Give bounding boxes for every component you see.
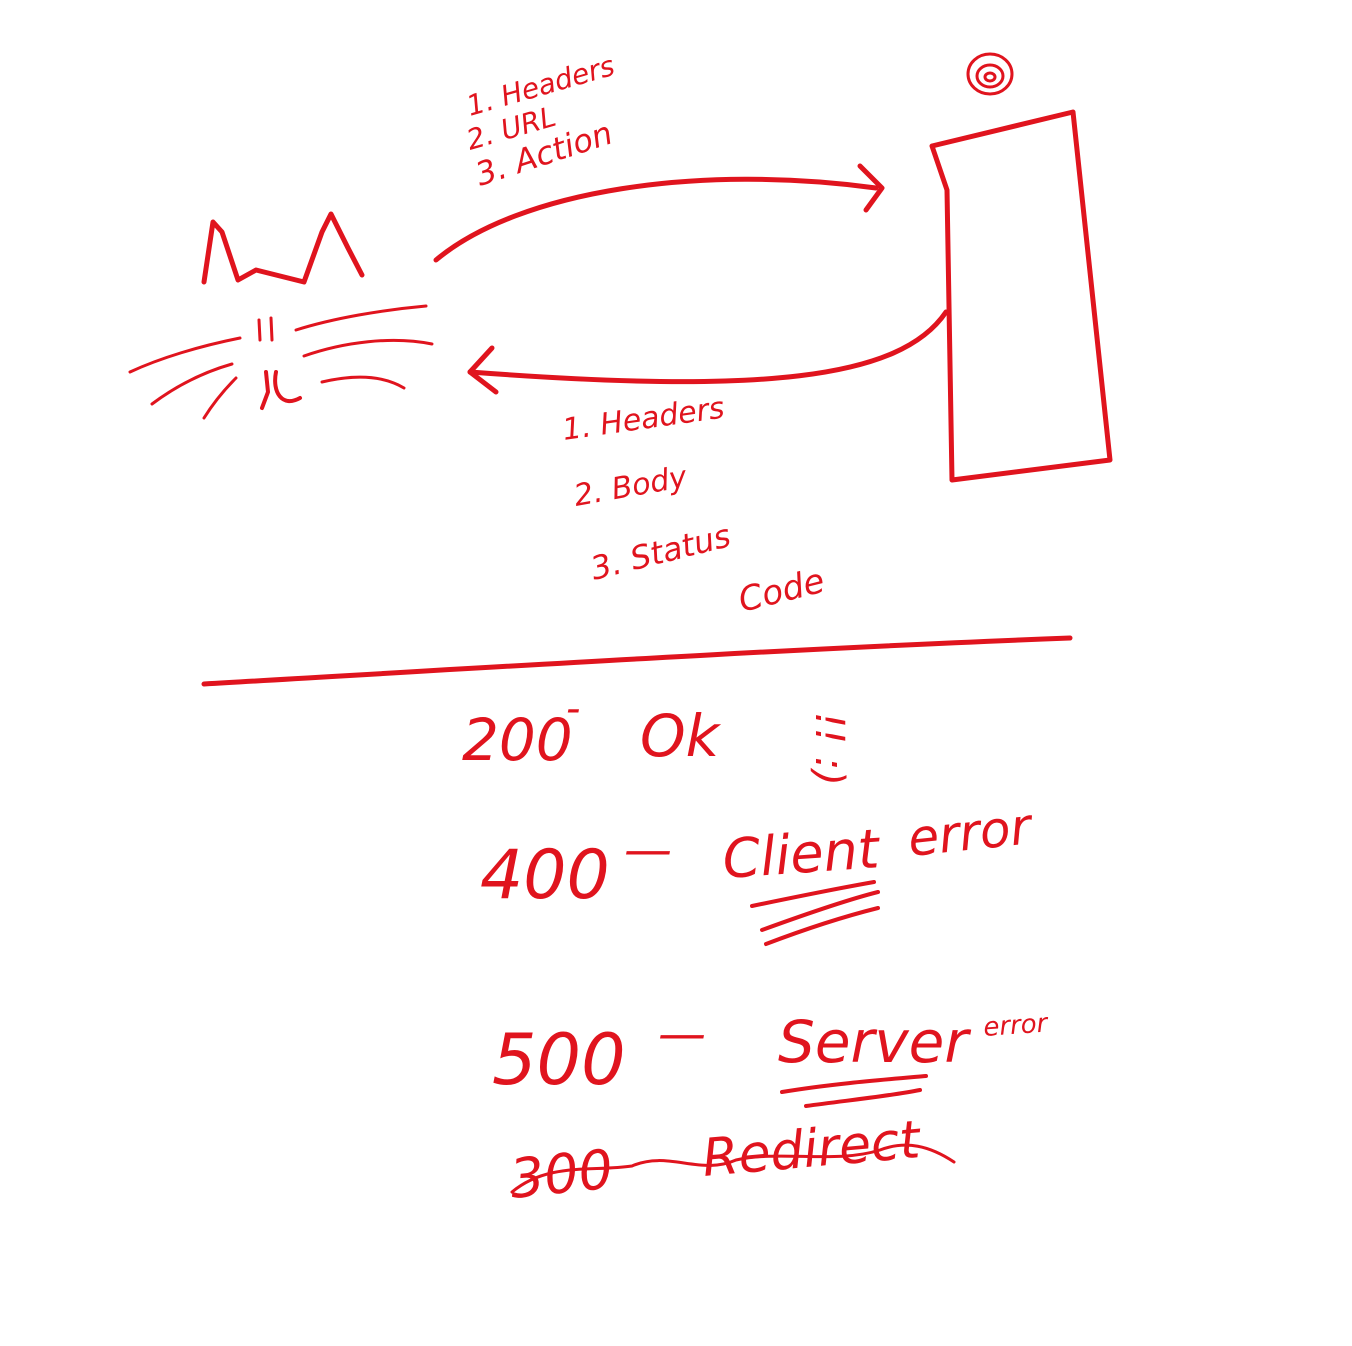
client-underline: [750, 880, 880, 946]
status-400-label: Client: [721, 817, 883, 891]
cat-face-icon: [128, 211, 434, 420]
status-500-suffix: error: [982, 1008, 1050, 1043]
status-300-label: Redirect: [700, 1110, 924, 1189]
request-list: 1. Headers 2. URL 3. Action: [463, 49, 618, 194]
response-item-1: 1. Headers: [560, 391, 726, 448]
status-200-code: 200: [462, 706, 573, 774]
response-item-3: 3. Status: [587, 516, 735, 587]
status-200-label: Ok: [640, 702, 722, 770]
server-tower-icon: [929, 109, 1113, 483]
redirect-scribble: [510, 1143, 956, 1194]
response-item-4: Code: [735, 561, 829, 621]
status-300: 300 Redirect: [507, 1110, 924, 1211]
status-500-label: Server: [778, 1008, 971, 1076]
status-500: 500 — Server error: [492, 1006, 1051, 1101]
status-400: 400 — Client error: [480, 797, 1037, 915]
status-400-suffix: error: [905, 797, 1037, 868]
server-underline: [780, 1074, 928, 1108]
status-200: 200 - Ok !! :): [462, 686, 852, 786]
response-item-2: 2. Body: [571, 459, 690, 513]
status-400-separator: —: [624, 822, 672, 878]
status-200-emote: !! :): [806, 712, 852, 786]
response-arrow: [467, 309, 949, 395]
status-200-separator: -: [566, 686, 580, 732]
request-arrow: [433, 163, 885, 263]
server-power-icon: [966, 52, 1014, 96]
status-400-code: 400: [480, 836, 610, 915]
response-list: 1. Headers 2. Body 3. Status Code: [560, 391, 828, 621]
status-500-code: 500: [492, 1019, 626, 1101]
section-divider: [201, 635, 1073, 687]
status-500-separator: —: [658, 1006, 706, 1062]
status-300-code: 300: [507, 1137, 616, 1210]
